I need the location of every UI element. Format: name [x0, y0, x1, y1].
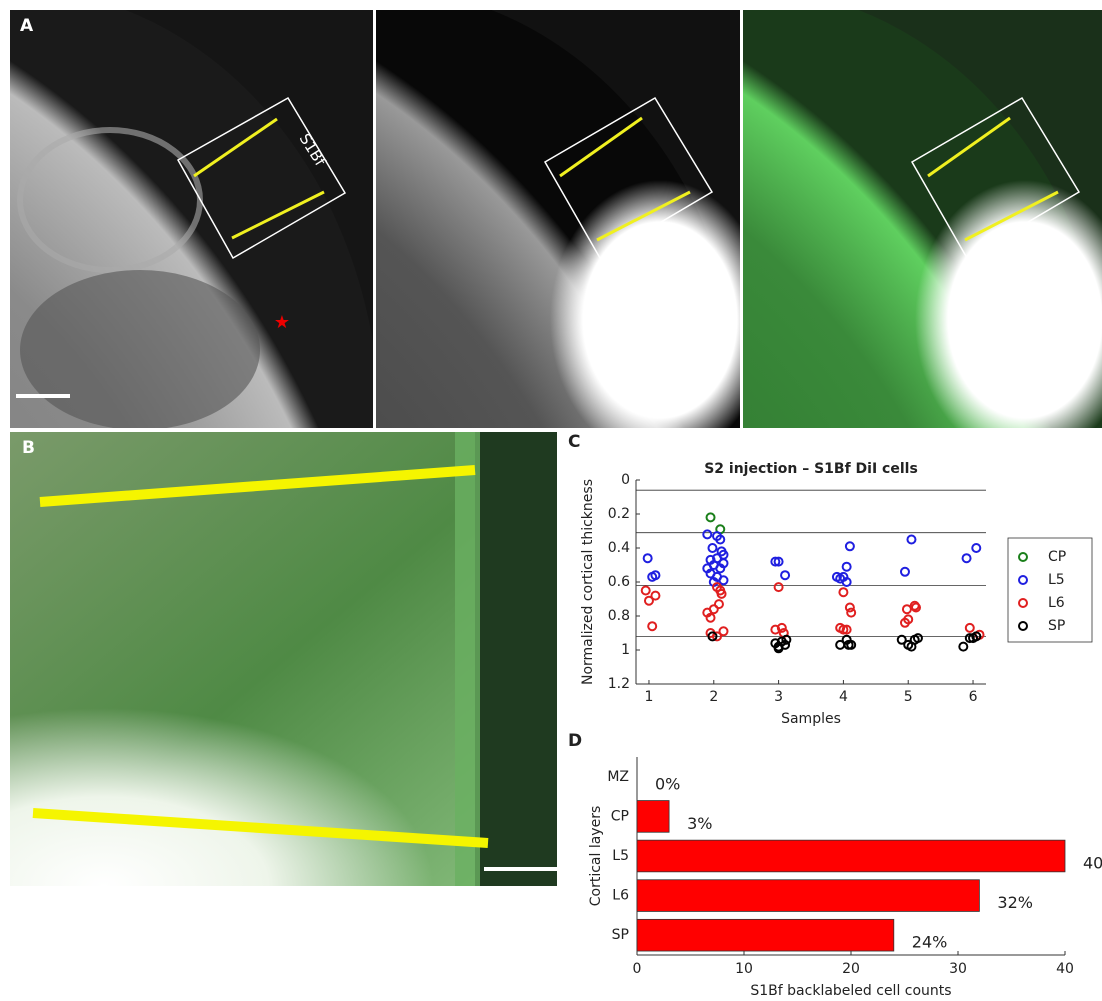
y-tick-label: 0.6	[608, 574, 630, 590]
data-point	[781, 571, 789, 579]
bar	[637, 801, 669, 833]
value-label: 0%	[655, 774, 680, 793]
x-tick-label: 20	[842, 961, 860, 977]
data-point	[959, 643, 967, 651]
legend-label: CP	[1048, 549, 1066, 565]
x-axis-label: Samples	[781, 711, 841, 727]
y-tick-label: 1.2	[608, 676, 630, 692]
data-point	[963, 554, 971, 562]
bar	[637, 880, 979, 912]
y-axis-label: Cortical layers	[588, 806, 604, 907]
figure: ★ A S1Bf B C D S2 injection – S1Bf DiI c…	[0, 0, 1102, 1001]
y-tick-label: L6	[612, 888, 629, 904]
data-point	[843, 563, 851, 571]
data-point	[972, 544, 980, 552]
data-point	[642, 587, 650, 595]
data-point	[703, 530, 711, 538]
value-label: 40%	[1083, 854, 1102, 873]
x-tick-label: 6	[969, 689, 978, 705]
data-point	[966, 624, 974, 632]
panel-label: B	[22, 438, 35, 458]
x-axis-label: S1Bf backlabeled cell counts	[750, 983, 951, 999]
panel-label: A	[20, 16, 34, 36]
y-tick-label: L5	[612, 848, 629, 864]
data-point	[720, 576, 728, 584]
y-tick-label: SP	[612, 927, 629, 943]
data-point	[907, 536, 915, 544]
x-tick-label: 30	[949, 961, 967, 977]
data-point	[775, 583, 783, 591]
panel-label: D	[568, 731, 582, 751]
image-b	[10, 432, 557, 886]
x-tick-label: 2	[709, 689, 718, 705]
data-point	[648, 622, 656, 630]
value-label: 24%	[912, 933, 948, 952]
y-tick-label: 0.4	[608, 540, 630, 556]
legend-label: L6	[1048, 595, 1065, 611]
panel-label: C	[568, 432, 580, 452]
svg-text:★: ★	[274, 312, 290, 333]
bar	[637, 840, 1065, 872]
data-point	[715, 600, 723, 608]
value-label: 3%	[687, 814, 712, 833]
x-tick-label: 40	[1056, 961, 1074, 977]
x-tick-label: 1	[645, 689, 654, 705]
legend-label: L5	[1048, 572, 1065, 588]
y-tick-label: 0.2	[608, 506, 630, 522]
x-tick-label: 0	[633, 961, 642, 977]
y-tick-label: 1	[621, 642, 630, 658]
data-point	[846, 542, 854, 550]
data-point	[847, 609, 855, 617]
data-point	[903, 605, 911, 613]
data-point	[839, 588, 847, 596]
y-tick-label: CP	[611, 808, 629, 824]
data-point	[901, 568, 909, 576]
y-tick-label: MZ	[607, 769, 629, 785]
data-point	[707, 513, 715, 521]
chart-title: S2 injection – S1Bf DiI cells	[704, 461, 918, 477]
x-tick-label: 10	[735, 961, 753, 977]
bar	[637, 919, 894, 951]
data-point	[651, 592, 659, 600]
value-label: 32%	[997, 893, 1033, 912]
y-tick-label: 0.8	[608, 608, 630, 624]
data-point	[708, 544, 716, 552]
legend-label: SP	[1048, 618, 1065, 634]
x-tick-label: 4	[839, 689, 848, 705]
x-tick-label: 5	[904, 689, 913, 705]
y-tick-label: 0	[621, 472, 630, 488]
data-point	[644, 554, 652, 562]
y-axis-label: Normalized cortical thickness	[580, 479, 596, 685]
x-tick-label: 3	[774, 689, 783, 705]
data-point	[720, 627, 728, 635]
